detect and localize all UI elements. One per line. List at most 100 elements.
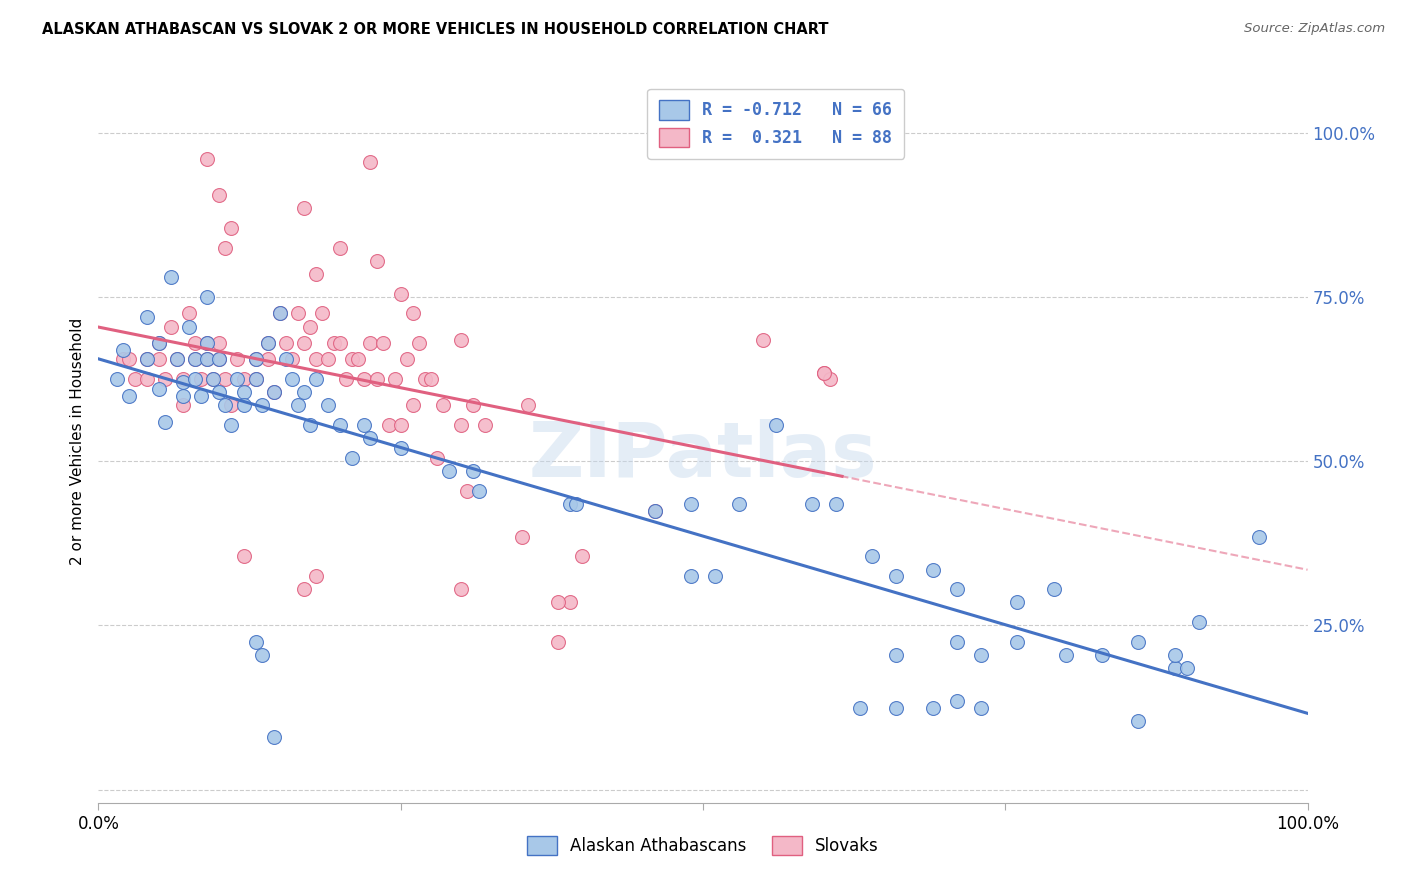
Point: [256, 352, 278, 367]
Point: [214, 241, 236, 255]
Point: [195, 336, 218, 351]
Point: [389, 441, 412, 455]
Point: [384, 372, 406, 386]
Point: [299, 319, 322, 334]
Point: [813, 366, 835, 380]
Point: [679, 497, 702, 511]
Point: [946, 635, 969, 649]
Point: [402, 398, 425, 412]
Text: ZIPatlas: ZIPatlas: [529, 419, 877, 493]
Point: [468, 483, 491, 498]
Point: [366, 253, 388, 268]
Point: [450, 582, 472, 597]
Point: [426, 450, 449, 465]
Point: [148, 382, 170, 396]
Point: [765, 418, 787, 433]
Point: [342, 450, 364, 465]
Point: [946, 694, 969, 708]
Point: [105, 372, 128, 386]
Point: [752, 333, 775, 347]
Point: [571, 549, 593, 564]
Point: [214, 398, 236, 412]
Point: [118, 388, 141, 402]
Point: [195, 352, 218, 367]
Point: [184, 352, 207, 367]
Point: [408, 336, 430, 351]
Point: [263, 385, 285, 400]
Point: [166, 352, 188, 367]
Point: [195, 336, 218, 351]
Point: [135, 310, 157, 324]
Point: [250, 648, 273, 662]
Y-axis label: 2 or more Vehicles in Household: 2 or more Vehicles in Household: [69, 318, 84, 566]
Point: [316, 352, 339, 367]
Point: [413, 372, 436, 386]
Point: [329, 241, 352, 255]
Point: [226, 352, 249, 367]
Point: [342, 352, 364, 367]
Point: [172, 372, 194, 386]
Point: [886, 569, 908, 583]
Point: [135, 352, 157, 367]
Point: [153, 415, 176, 429]
Point: [245, 352, 267, 367]
Point: [450, 333, 472, 347]
Point: [263, 385, 285, 400]
Point: [813, 366, 835, 380]
Point: [1007, 635, 1029, 649]
Point: [250, 398, 273, 412]
Point: [360, 431, 382, 445]
Point: [148, 336, 170, 351]
Point: [190, 372, 212, 386]
Point: [474, 418, 496, 433]
Point: [208, 352, 231, 367]
Point: [195, 290, 218, 304]
Point: [221, 221, 243, 235]
Point: [377, 418, 399, 433]
Point: [232, 385, 254, 400]
Point: [202, 372, 225, 386]
Point: [184, 336, 207, 351]
Point: [111, 343, 134, 357]
Point: [395, 352, 418, 367]
Point: [1163, 661, 1185, 675]
Point: [558, 595, 581, 609]
Point: [172, 398, 194, 412]
Point: [281, 352, 304, 367]
Point: [305, 569, 328, 583]
Point: [245, 372, 267, 386]
Point: [256, 336, 278, 351]
Point: [208, 352, 231, 367]
Point: [1128, 714, 1150, 728]
Point: [849, 700, 872, 714]
Point: [886, 700, 908, 714]
Point: [111, 352, 134, 367]
Point: [305, 372, 328, 386]
Point: [281, 372, 304, 386]
Point: [135, 352, 157, 367]
Point: [886, 648, 908, 662]
Point: [437, 464, 460, 478]
Point: [263, 730, 285, 744]
Point: [195, 352, 218, 367]
Point: [463, 398, 485, 412]
Legend: Alaskan Athabascans, Slovaks: Alaskan Athabascans, Slovaks: [516, 824, 890, 867]
Point: [208, 385, 231, 400]
Point: [287, 306, 309, 320]
Point: [245, 352, 267, 367]
Point: [516, 398, 538, 412]
Point: [456, 483, 478, 498]
Point: [366, 372, 388, 386]
Point: [190, 388, 212, 402]
Point: [214, 372, 236, 386]
Point: [353, 372, 375, 386]
Point: [160, 319, 183, 334]
Point: [329, 336, 352, 351]
Point: [172, 376, 194, 390]
Point: [1054, 648, 1077, 662]
Point: [323, 336, 346, 351]
Point: [172, 388, 194, 402]
Point: [287, 398, 309, 412]
Point: [226, 372, 249, 386]
Point: [135, 372, 157, 386]
